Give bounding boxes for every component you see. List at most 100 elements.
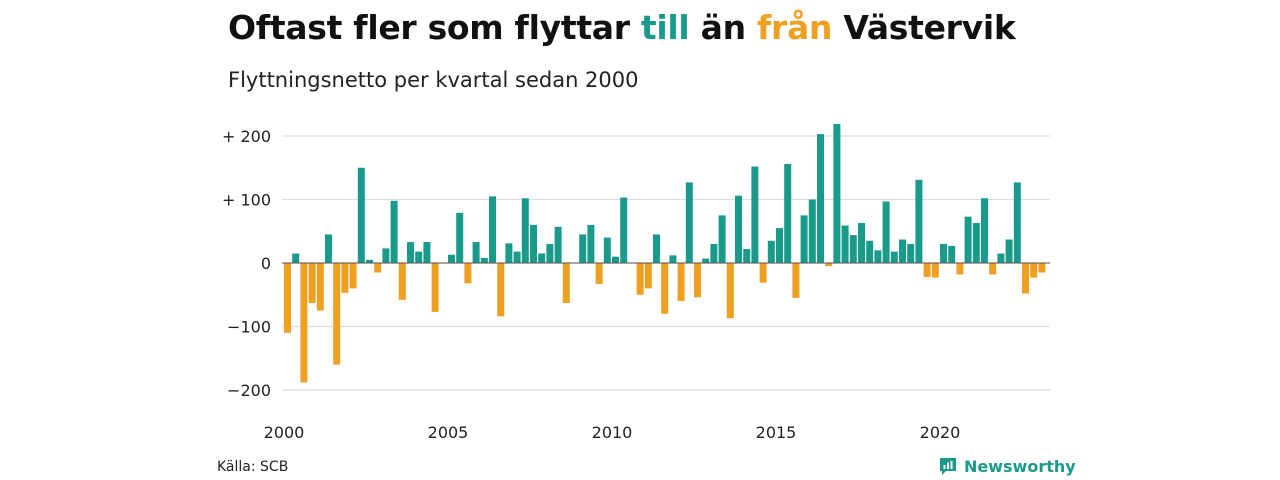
bar — [948, 245, 956, 263]
bar — [743, 249, 751, 263]
bar — [505, 243, 513, 263]
bar — [398, 263, 406, 300]
newsworthy-logo: Newsworthy — [938, 456, 1076, 476]
bar — [890, 251, 898, 263]
bar — [997, 253, 1005, 263]
bar — [349, 263, 357, 289]
bar — [595, 263, 603, 284]
bar — [833, 123, 841, 263]
bar — [587, 224, 595, 263]
bar — [858, 222, 865, 263]
bar — [726, 263, 734, 319]
bar — [480, 257, 488, 263]
bar — [538, 253, 546, 263]
bar — [530, 224, 537, 263]
bar — [521, 198, 529, 263]
bar — [669, 255, 677, 263]
bar — [464, 263, 472, 284]
bar — [1030, 263, 1038, 278]
bar — [357, 167, 365, 263]
bar — [579, 234, 587, 263]
bar — [292, 253, 300, 263]
y-tick-label: + 100 — [222, 191, 271, 210]
bar — [767, 240, 775, 263]
bar — [964, 216, 972, 263]
title-part-5: Västervik — [832, 8, 1016, 47]
bar — [931, 263, 939, 278]
bar — [1038, 263, 1046, 273]
title-part-1: Oftast fler som flyttar — [228, 8, 641, 47]
bar — [308, 263, 316, 304]
bar-chart: + 200 + 100 0 −100 −200 2000 2005 2010 2015 2020 — [222, 123, 1050, 442]
y-tick-label: −200 — [227, 381, 271, 400]
bar — [735, 195, 742, 263]
bar — [915, 179, 923, 263]
bar — [374, 263, 382, 273]
bar — [448, 254, 455, 263]
title-word-fran: från — [756, 8, 833, 47]
y-tick-label: −100 — [227, 318, 271, 337]
bar — [489, 196, 496, 263]
y-tick-label: + 200 — [222, 127, 271, 146]
chart-subtitle: Flyttningsnetto per kvartal sedan 2000 — [228, 68, 639, 92]
x-tick-label: 2000 — [264, 423, 305, 442]
bar — [776, 228, 783, 263]
bar — [456, 212, 464, 263]
bar — [759, 263, 767, 283]
bar — [849, 235, 857, 263]
bar — [300, 263, 308, 383]
bar — [620, 197, 628, 263]
bar — [653, 234, 660, 263]
bar — [784, 163, 792, 263]
bar — [1022, 263, 1029, 294]
bar — [841, 225, 849, 263]
bar — [554, 226, 562, 263]
x-tick-label: 2005 — [428, 423, 469, 442]
bar — [677, 263, 685, 302]
source-note: Källa: SCB — [217, 459, 289, 475]
bar — [710, 243, 718, 263]
bar — [325, 234, 332, 263]
bar — [546, 243, 554, 263]
bar — [636, 263, 644, 295]
bar — [981, 198, 988, 263]
bar — [825, 263, 833, 267]
bar — [316, 263, 324, 311]
y-tick-label: 0 — [261, 254, 271, 273]
title-word-till: till — [640, 8, 690, 47]
bar — [907, 243, 915, 263]
bar — [390, 200, 398, 263]
bar — [751, 166, 759, 263]
x-tick-label: 2020 — [920, 423, 961, 442]
bar — [1013, 182, 1021, 263]
bar — [956, 263, 964, 275]
bar — [694, 263, 701, 298]
bar — [366, 259, 373, 263]
bar — [431, 263, 439, 312]
bar — [612, 256, 619, 263]
bar — [562, 263, 570, 304]
bar — [923, 263, 931, 277]
bar — [882, 201, 890, 263]
bar — [989, 263, 997, 275]
bar — [644, 263, 652, 289]
bar — [603, 237, 611, 263]
bar — [866, 240, 874, 263]
bar — [513, 251, 521, 263]
bar — [661, 263, 669, 314]
bar — [497, 263, 505, 317]
bar — [423, 242, 431, 263]
bar — [792, 263, 800, 298]
x-tick-label: 2015 — [756, 423, 797, 442]
bar — [702, 258, 710, 263]
bar — [333, 263, 341, 365]
newsworthy-chart-icon — [940, 458, 956, 475]
bar — [940, 243, 947, 263]
bar — [382, 248, 390, 263]
bar — [899, 239, 906, 263]
title-part-3: än — [689, 8, 757, 47]
chart-title: Oftast fler som flyttar till än från Väs… — [228, 8, 1016, 47]
bar — [1005, 239, 1013, 263]
bar — [808, 199, 816, 263]
bar — [472, 242, 480, 263]
